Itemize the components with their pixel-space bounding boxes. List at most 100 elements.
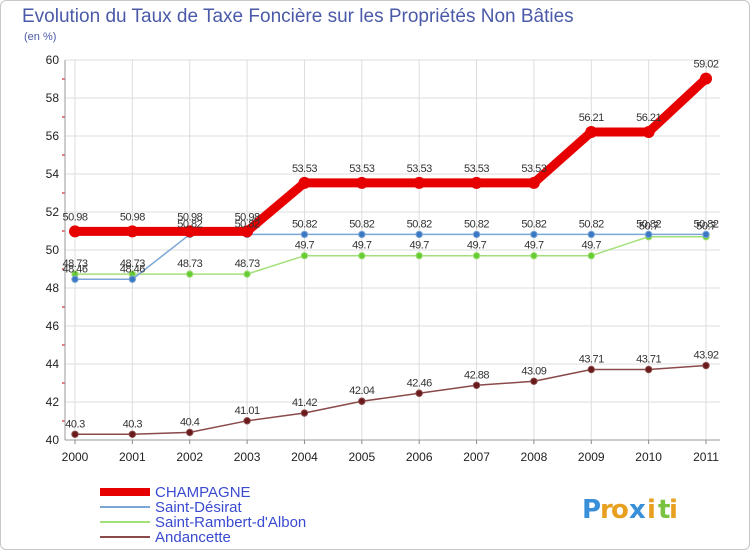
data-point (186, 270, 194, 278)
data-label: 43.71 (636, 354, 661, 366)
data-label: 50.82 (177, 218, 202, 230)
data-label: 56.21 (579, 112, 604, 124)
data-point (530, 230, 538, 239)
data-label: 59.02 (693, 59, 718, 71)
data-point (241, 225, 254, 238)
logo-letter: r (600, 495, 613, 525)
data-label: 50.98 (120, 211, 145, 223)
data-point (358, 230, 366, 239)
data-point (69, 225, 81, 238)
data-point (355, 176, 368, 189)
data-label: 48.73 (62, 258, 87, 270)
data-point (585, 126, 598, 139)
data-point (644, 365, 653, 374)
y-tick-label: 58 (46, 91, 60, 105)
x-tick-label: 2000 (62, 450, 89, 464)
x-tick-label: 2002 (176, 450, 203, 464)
data-point (472, 230, 481, 239)
y-tick-label: 42 (46, 395, 60, 409)
legend: CHAMPAGNESaint-DésiratSaint-Rambert-d'Al… (100, 484, 306, 546)
data-point (644, 230, 653, 239)
data-label: 48.46 (120, 263, 145, 275)
data-label: 50.98 (177, 211, 202, 223)
data-label: 50.82 (407, 218, 432, 230)
data-labels: 50.98 50.98 50.98 50.98 53.53 53.53 53.53 53.53… (62, 59, 719, 431)
data-label: 49.7 (582, 240, 602, 252)
x-tick-label: 2009 (578, 450, 605, 464)
data-point (71, 275, 79, 283)
data-point (415, 252, 423, 260)
x-tick-label: 2004 (291, 450, 318, 464)
data-label: 48.46 (62, 263, 87, 275)
data-point (243, 417, 251, 425)
data-point (126, 225, 139, 238)
data-point (298, 176, 311, 189)
y-tick-label: 46 (46, 319, 60, 333)
y-tick-label: 56 (46, 129, 60, 143)
data-label: 42.04 (349, 385, 374, 397)
x-tick-label: 2001 (119, 450, 146, 464)
data-point (128, 430, 137, 438)
grid (65, 59, 720, 441)
data-label: 43.92 (693, 350, 718, 362)
data-point (587, 230, 595, 239)
legend-label: Andancette (155, 529, 231, 546)
data-label: 50.7 (639, 221, 659, 233)
data-point (300, 252, 309, 260)
data-point (530, 252, 538, 260)
y-tick-label: 54 (46, 167, 60, 181)
data-label: 42.46 (407, 377, 432, 389)
data-point (702, 230, 710, 239)
x-tick-label: 2006 (406, 450, 433, 464)
logo-letter: x (629, 495, 646, 525)
data-label: 40.3 (65, 418, 85, 430)
data-point (300, 409, 309, 417)
series-line-champagne (70, 74, 711, 236)
x-tick-label: 2003 (234, 450, 261, 464)
data-label: 49.7 (295, 240, 315, 252)
data-label: 40.4 (180, 416, 200, 428)
data-label: 53.53 (349, 163, 374, 175)
data-label: 50.82 (579, 218, 604, 230)
data-point (71, 430, 79, 438)
data-label: 43.71 (579, 354, 604, 366)
data-label: 48.73 (120, 258, 145, 270)
data-point (183, 225, 196, 238)
data-label: 49.7 (467, 240, 487, 252)
data-label: 50.98 (235, 211, 260, 223)
logo-letter: o (611, 495, 629, 525)
data-point (358, 397, 366, 405)
y-tick-label: 60 (46, 53, 60, 67)
y-tick-label: 50 (46, 243, 60, 257)
data-point (587, 252, 595, 260)
data-point (470, 176, 483, 189)
data-label: 49.7 (524, 240, 544, 252)
legend-label: Saint-Rambert-d'Albon (155, 514, 306, 531)
data-point (413, 176, 426, 189)
logo-letter: t (658, 495, 670, 525)
data-point (186, 428, 194, 437)
data-label: 49.7 (409, 240, 429, 252)
series-line-saint-rambert-d-albon (74, 235, 707, 275)
data-label: 50.82 (464, 218, 489, 230)
chart-subtitle: (en %) (24, 31, 56, 43)
data-point (472, 252, 481, 260)
data-label: 49.7 (352, 240, 372, 252)
y-tick-label: 48 (46, 281, 60, 295)
data-label: 43.09 (521, 365, 546, 377)
y-tick-label: 44 (46, 357, 60, 371)
data-point (700, 72, 712, 85)
data-label: 53.53 (464, 163, 489, 175)
logo-letter: i (647, 495, 656, 525)
data-label: 42.88 (464, 369, 489, 381)
y-tick-label: 52 (46, 205, 60, 219)
series-line-andancette (74, 364, 707, 436)
data-label: 48.73 (177, 258, 202, 270)
logo-letter: i (669, 495, 678, 525)
proxiti-logo: Pro x i ti (582, 495, 678, 525)
chart-title: Evolution du Taux de Taxe Foncière sur l… (22, 6, 574, 27)
data-point (587, 365, 595, 374)
logo-letter: P (582, 495, 601, 525)
data-point (128, 275, 137, 283)
